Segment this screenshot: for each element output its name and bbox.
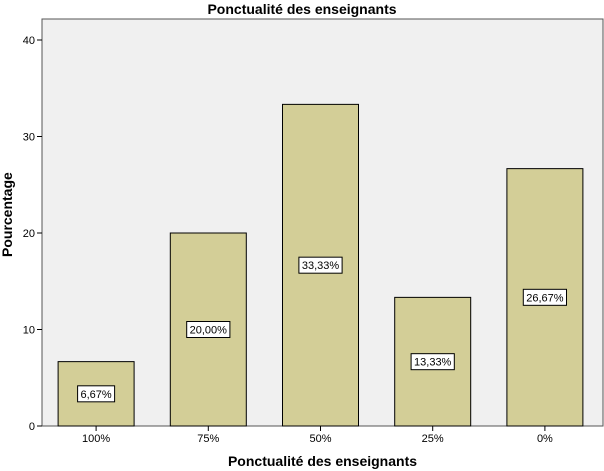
chart-title: Ponctualité des enseignants bbox=[207, 1, 397, 17]
data-label: 33,33% bbox=[302, 260, 340, 272]
data-label-box bbox=[77, 385, 116, 403]
x-tick-label: 100% bbox=[82, 433, 110, 445]
data-label-box bbox=[522, 288, 567, 306]
x-tick-label: 25% bbox=[422, 433, 444, 445]
data-label-box bbox=[186, 321, 231, 338]
x-tick-label: 0% bbox=[537, 433, 553, 445]
x-axis-label: Ponctualité des enseignants bbox=[227, 453, 418, 469]
y-tick-label: 20 bbox=[23, 228, 35, 240]
x-tick-label: 50% bbox=[309, 433, 331, 445]
y-tick-label: 40 bbox=[23, 35, 35, 47]
data-label: 13,33% bbox=[414, 357, 452, 369]
data-label-box bbox=[410, 353, 455, 371]
data-label-box bbox=[298, 256, 343, 274]
y-tick-label: 0 bbox=[29, 421, 35, 433]
x-tick-label: 75% bbox=[197, 433, 219, 445]
y-tick-label: 30 bbox=[23, 132, 35, 144]
data-label: 20,00% bbox=[190, 325, 228, 337]
y-tick-label: 10 bbox=[23, 325, 35, 337]
data-label: 26,67% bbox=[526, 292, 564, 304]
data-label: 6,67% bbox=[80, 389, 111, 401]
